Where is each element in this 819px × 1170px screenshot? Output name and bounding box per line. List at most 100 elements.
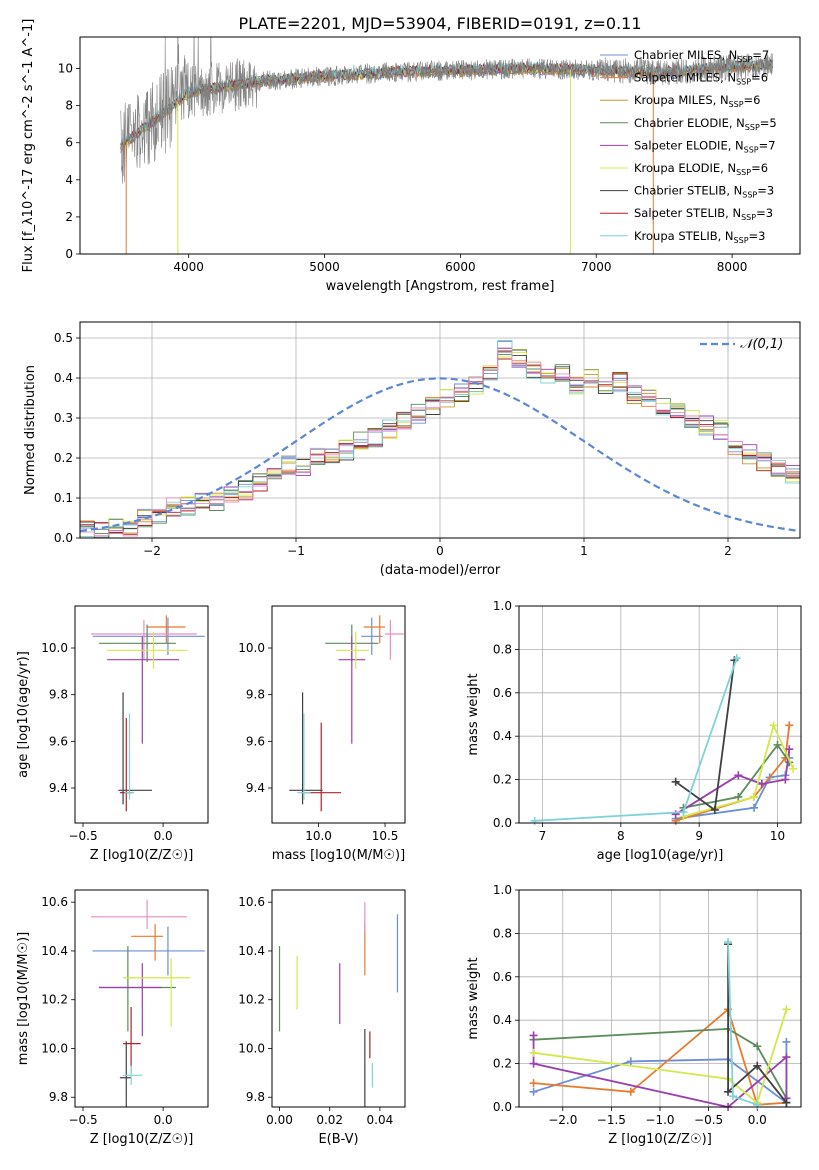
x-tick-label: 10.0 [305, 829, 332, 843]
weight-marker [785, 745, 794, 754]
x-tick-label: −1 [287, 544, 305, 558]
axes-residuals: −2 −1 0 1 2 0.0 0.1 0.2 0.3 0.4 0.5 (data-model)/er… [23, 322, 800, 578]
y-axis-label: Flux [f_λ10^-17 erg cm^-2 s^-1 A^-1] [21, 19, 36, 273]
y-tick-label: 0.3 [54, 411, 73, 425]
observed-spectrum [120, 37, 774, 184]
x-axis-label: (data-model)/error [380, 563, 501, 578]
y-tick-label: 0.2 [493, 1057, 512, 1071]
y-tick-label: 9.8 [246, 1090, 265, 1104]
weight-line [533, 1009, 788, 1105]
weight-marker [750, 803, 758, 812]
weight-line [683, 743, 791, 809]
errorbars-mass_vs_EBV [278, 902, 399, 1107]
y-tick-label: 10.0 [238, 641, 265, 655]
y-tick-label: 1.0 [493, 883, 512, 897]
y-tick-label: 0.8 [493, 642, 512, 656]
x-tick-label: 7000 [581, 260, 612, 274]
weight-marker [529, 1087, 538, 1096]
x-tick-label: 7 [539, 829, 547, 843]
axes-age_vs_Z: −0.5 0.0 9.4 9.6 9.8 10.0 Z [log10(Z/Z☉)] age [… [16, 641, 193, 863]
weight-marker [782, 1037, 791, 1046]
axes-mass_vs_EBV: 0.00 0.02 0.04 9.8 10.0 10.2 10.4 10.6 E(B-V) [238, 895, 393, 1147]
y-tick-label: 0.5 [54, 331, 73, 345]
y-tick-label: 9.6 [246, 734, 265, 748]
y-tick-label: 9.4 [49, 781, 68, 795]
y-tick-label: 0.4 [493, 1013, 512, 1027]
x-tick-label: −0.5 [68, 1113, 97, 1127]
normal-curve [80, 377, 800, 533]
weight-marker [781, 775, 790, 784]
y-tick-label: 10.0 [41, 1041, 68, 1055]
errorbars-age_vs_Z [91, 615, 205, 812]
weight-marker [782, 1005, 791, 1014]
x-tick-label: 2 [724, 544, 732, 558]
weight-marker [671, 810, 680, 819]
legend-label: Salpeter ELODIE, NSSP=7 [634, 138, 776, 154]
weight-marker [671, 777, 680, 786]
weight-marker [732, 654, 741, 663]
y-tick-label: 1.0 [493, 599, 512, 613]
y-axis-label: Normed distribution [23, 365, 38, 495]
x-axis-label: Z [log10(Z/Z☉)] [90, 848, 194, 863]
figure-title: PLATE=2201, MJD=53904, FIBERID=0191, z=0… [238, 14, 641, 33]
frame-weight_vs_Z [518, 889, 802, 1108]
y-tick-label: 10.2 [41, 993, 68, 1007]
weight-marker [679, 808, 688, 817]
weight-marker [724, 938, 733, 947]
axes-age_vs_mass: 10.0 10.5 9.4 9.6 9.8 10.0 mass [log10(M/M☉)] [238, 641, 405, 863]
x-tick-label: 0.04 [367, 1113, 394, 1127]
weight-marker [728, 1092, 737, 1101]
weight-marker [529, 1048, 538, 1057]
x-tick-label: 0.0 [154, 829, 173, 843]
weight-marker [529, 1059, 538, 1068]
y-tick-label: 0.4 [493, 729, 512, 743]
weight-marker [750, 792, 758, 801]
weights-weight_vs_Z [529, 938, 791, 1111]
x-tick-label: 4000 [173, 260, 204, 274]
y-tick-label: 8 [65, 99, 73, 113]
weight-marker [753, 1061, 762, 1070]
x-tick-label: 0 [436, 544, 444, 558]
y-tick-label: 10.0 [238, 1041, 265, 1055]
legend-label: Kroupa MILES, NSSP=6 [634, 93, 760, 109]
y-axis-label: mass weight [466, 957, 481, 1039]
legend-label: Kroupa ELODIE, NSSP=6 [634, 161, 768, 177]
y-tick-label: 10.2 [238, 993, 265, 1007]
x-tick-label: 5000 [309, 260, 340, 274]
weight-marker [529, 1031, 538, 1040]
axes-mass_vs_Z: −0.5 0.0 9.8 10.0 10.2 10.4 10.6 Z [log10(Z/Z☉)… [16, 895, 193, 1147]
legend-label: Salpeter MILES, NSSP=6 [634, 71, 768, 87]
weight-marker [710, 805, 719, 814]
weight-marker [734, 792, 743, 801]
x-tick-label: −2.0 [548, 1113, 577, 1127]
frame-age_vs_Z [74, 605, 209, 824]
y-tick-label: 0 [65, 247, 73, 261]
weight-marker [734, 771, 743, 780]
weight-marker [626, 1087, 635, 1096]
weight-marker [769, 721, 778, 730]
y-axis-label: mass [log10(M/M☉)] [16, 932, 31, 1065]
axes-weight_vs_Z: −2.0 −1.5 −1.0 −0.5 0.0 0.0 0.2 0.4 0.6 0.8 1.0 Z [… [466, 883, 801, 1147]
weight-line [534, 657, 738, 822]
errorbars-age_vs_mass [289, 615, 404, 812]
legend-label: Kroupa STELIB, NSSP=3 [634, 229, 765, 245]
spectrum-frame [79, 36, 801, 255]
weight-line [675, 749, 791, 816]
weight-marker [530, 816, 539, 825]
y-tick-label: 0.4 [54, 371, 73, 385]
weight-marker [529, 1079, 538, 1088]
frame-mass_vs_EBV [271, 889, 406, 1108]
spectrum-legend: Chabrier MILES, NSSP=7 Salpeter MILES, NS… [600, 48, 777, 245]
histogram-step [80, 350, 800, 537]
x-tick-label: −0.5 [68, 829, 97, 843]
x-tick-label: 0.0 [154, 1113, 173, 1127]
x-axis-label: mass [log10(M/M☉)] [272, 848, 405, 863]
y-tick-label: 2 [65, 210, 73, 224]
x-tick-label: 10.5 [372, 829, 399, 843]
y-tick-label: 6 [65, 136, 73, 150]
spectrum-traces [120, 37, 774, 254]
x-tick-label: 0.00 [266, 1113, 293, 1127]
y-tick-label: 0.2 [493, 773, 512, 787]
weight-marker [753, 1042, 762, 1051]
